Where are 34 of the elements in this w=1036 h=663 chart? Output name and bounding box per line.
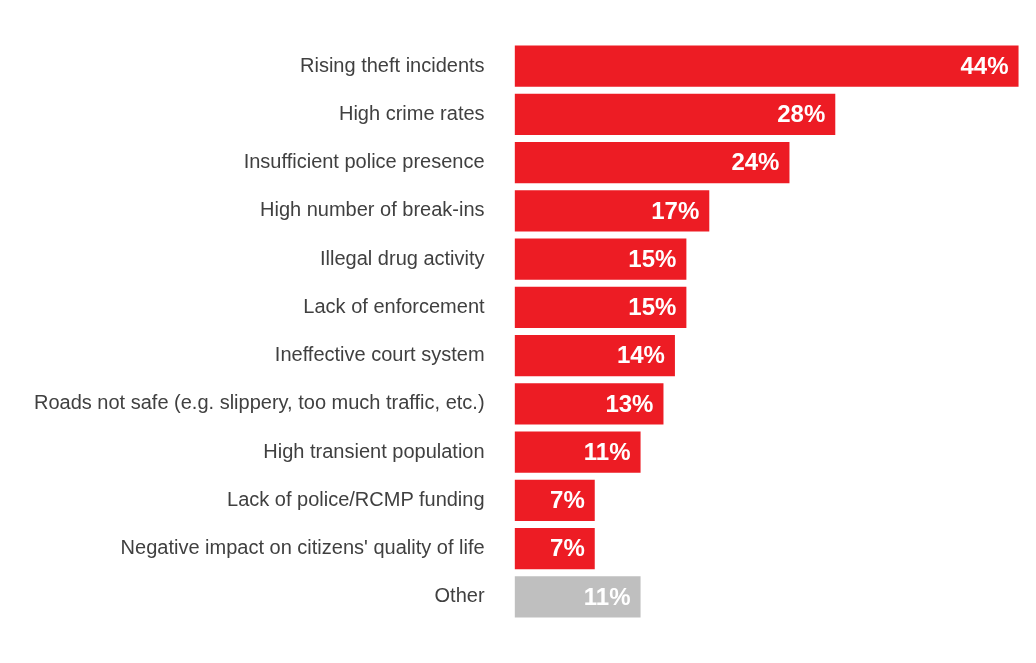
y-tick-label: Negative impact on citizens' quality of life bbox=[120, 536, 485, 559]
bar bbox=[514, 334, 675, 377]
data-label: 11% bbox=[583, 582, 631, 610]
data-label: 7% bbox=[550, 486, 585, 513]
y-tick-label: Lack of enforcement bbox=[303, 294, 486, 317]
y-tick-label: High number of break-ins bbox=[260, 198, 485, 221]
y-tick-label: Ineffective court system bbox=[274, 343, 485, 366]
bar bbox=[514, 238, 687, 280]
bar bbox=[514, 93, 836, 136]
bar bbox=[514, 141, 790, 184]
bar bbox=[514, 190, 710, 232]
y-tick-label: High transient population bbox=[263, 439, 485, 462]
bar bbox=[514, 45, 1019, 87]
data-label: 7% bbox=[550, 534, 585, 562]
y-tick-label: Illegal drug activity bbox=[320, 246, 485, 269]
data-label: 28% bbox=[777, 100, 826, 127]
y-tick-label: Other bbox=[434, 584, 485, 607]
y-tick-label: Roads not safe (e.g. slippery, too much traffic, etc.) bbox=[34, 391, 485, 414]
data-label: 44% bbox=[960, 51, 1009, 79]
data-label: 15% bbox=[628, 244, 677, 272]
bar bbox=[514, 431, 641, 473]
bar bbox=[514, 383, 664, 425]
y-tick-label: Insufficient police presence bbox=[243, 150, 485, 173]
y-tick-label: Rising theft incidents bbox=[300, 53, 485, 76]
y-tick-label: Lack of police/RCMP funding bbox=[227, 487, 485, 510]
data-label: 15% bbox=[628, 293, 677, 320]
data-label: 14% bbox=[616, 341, 665, 369]
bar bbox=[514, 576, 641, 618]
data-label: 17% bbox=[651, 196, 700, 224]
data-label: 24% bbox=[731, 148, 780, 176]
data-label: 11% bbox=[583, 437, 631, 465]
y-tick-label: High crime rates bbox=[338, 101, 485, 124]
data-label: 13% bbox=[605, 389, 654, 417]
bar bbox=[514, 286, 687, 329]
